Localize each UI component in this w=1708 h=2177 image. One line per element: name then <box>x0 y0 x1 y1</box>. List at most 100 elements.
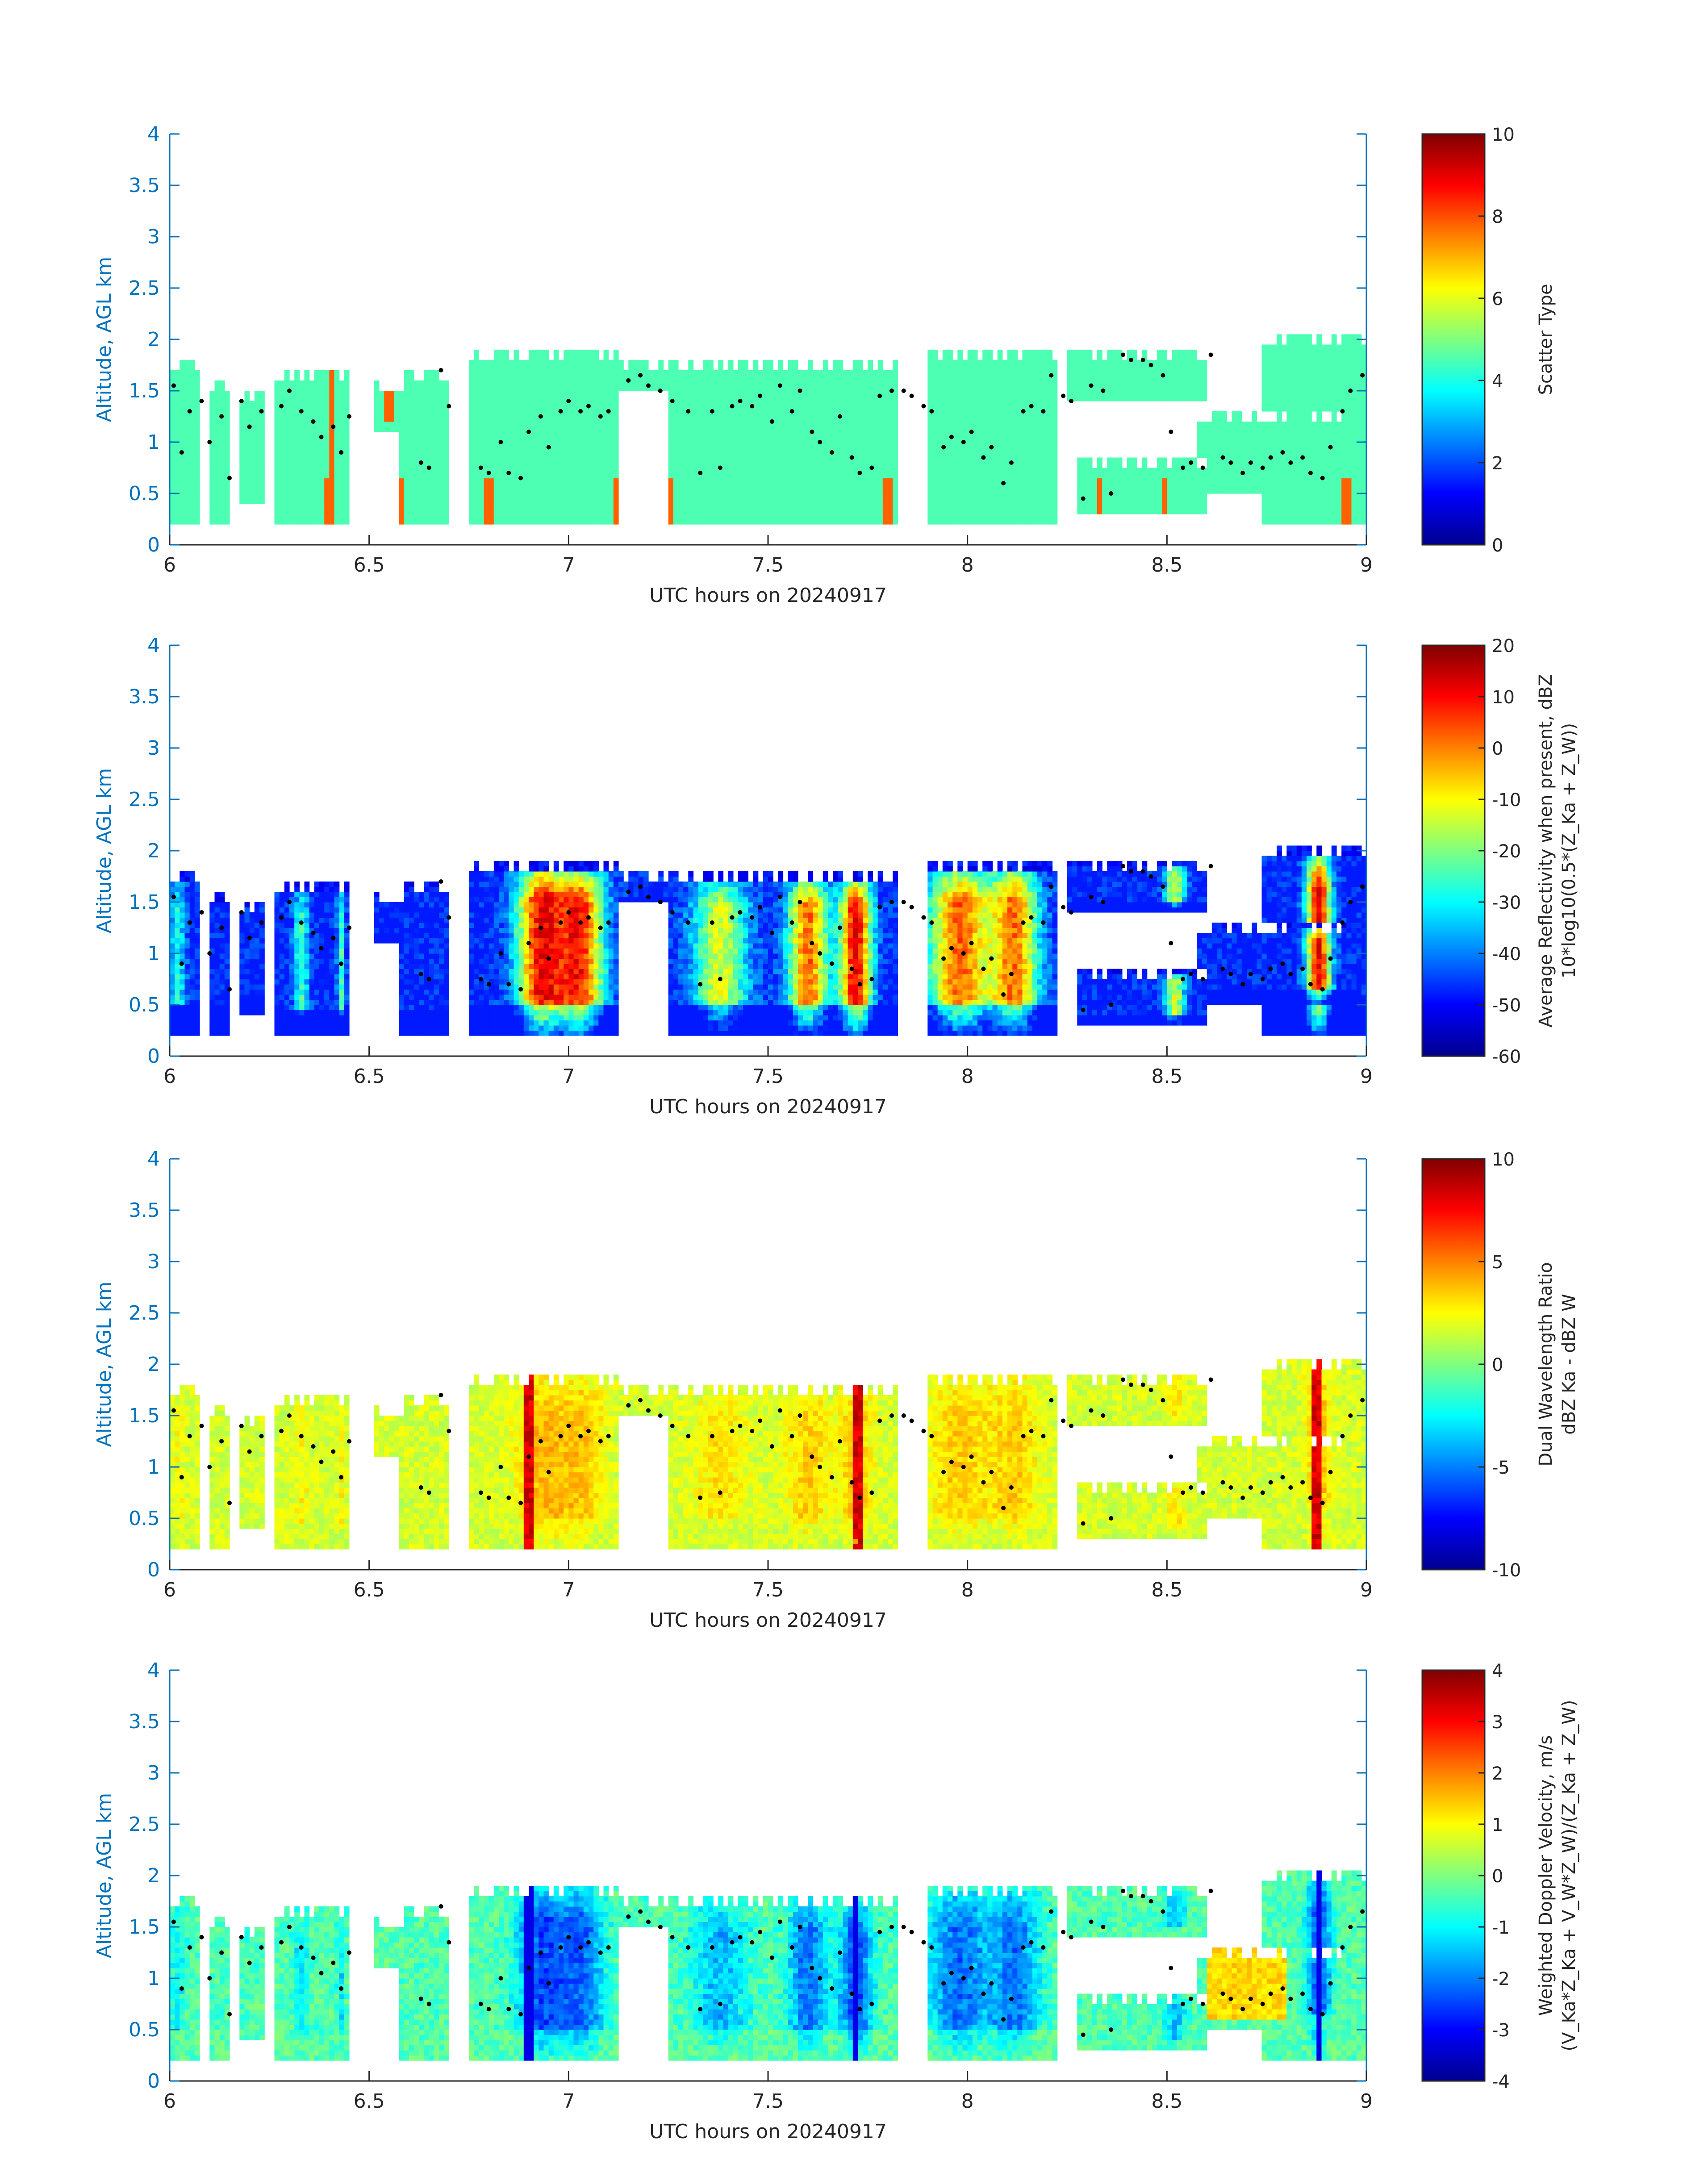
heatmap-cell <box>539 483 544 489</box>
heatmap-cell <box>1037 509 1043 514</box>
heatmap-cell <box>1002 442 1008 448</box>
heatmap-cell <box>1052 370 1058 376</box>
heatmap-cell <box>972 432 978 438</box>
heatmap-cell <box>1032 432 1038 438</box>
heatmap-cell <box>877 401 883 407</box>
heatmap-cell <box>1112 509 1118 514</box>
heatmap-cell <box>992 380 998 386</box>
heatmap-cell <box>1012 457 1018 463</box>
heatmap-cell <box>603 401 609 407</box>
heatmap-cell <box>808 365 814 371</box>
heatmap-cell <box>603 442 609 448</box>
heatmap-cell <box>324 401 330 407</box>
heatmap-cell <box>553 498 559 504</box>
heatmap-cell <box>434 447 439 453</box>
heatmap-cell <box>893 422 898 427</box>
heatmap-cell <box>434 468 439 473</box>
heatmap-cell <box>882 411 888 417</box>
heatmap-cell <box>992 452 998 458</box>
heatmap-cell <box>937 401 943 407</box>
heatmap-cell <box>613 396 619 401</box>
heatmap-cell <box>184 514 190 520</box>
heatmap-cell <box>514 519 519 525</box>
heatmap-cell <box>703 406 709 412</box>
heatmap-cell <box>743 406 748 412</box>
heatmap-cell <box>424 514 430 520</box>
heatmap-cell <box>444 437 449 443</box>
heatmap-cell <box>344 401 350 407</box>
heatmap-cell <box>927 442 933 448</box>
heatmap-cell <box>175 391 180 397</box>
heatmap-cell <box>693 478 699 484</box>
heatmap-cell <box>613 447 619 453</box>
heatmap-cell <box>493 416 499 422</box>
heatmap-cell <box>573 493 579 499</box>
heatmap-cell <box>1032 370 1038 376</box>
heatmap-cell <box>738 509 743 514</box>
heatmap-cell <box>848 473 853 479</box>
heatmap-cell <box>962 411 968 417</box>
heatmap-cell <box>424 422 430 427</box>
heatmap-cell <box>1182 396 1187 401</box>
heatmap-cell <box>175 498 180 504</box>
heatmap-cell <box>882 493 888 499</box>
heatmap-cell <box>1002 514 1008 520</box>
heatmap-cell <box>693 385 699 391</box>
heatmap-cell <box>838 426 844 432</box>
heatmap-cell <box>793 370 798 376</box>
heatmap-cell <box>972 375 978 381</box>
heatmap-cell <box>1097 478 1102 484</box>
heatmap-cell <box>289 504 295 510</box>
heatmap-cell <box>748 426 754 432</box>
heatmap-cell <box>977 406 983 412</box>
heatmap-cell <box>593 504 599 510</box>
heatmap-cell <box>170 437 175 443</box>
heatmap-cell <box>733 385 739 391</box>
heatmap-cell <box>444 385 449 391</box>
heatmap-cell <box>977 498 983 504</box>
heatmap-cell <box>1067 375 1073 381</box>
heatmap-cell <box>504 493 509 499</box>
heatmap-cell <box>833 457 838 463</box>
heatmap-cell <box>568 504 574 510</box>
heatmap-cell <box>529 473 534 479</box>
heatmap-cell <box>404 488 409 494</box>
heatmap-cell <box>848 401 853 407</box>
heatmap-cell <box>469 457 474 463</box>
heatmap-cell <box>1167 370 1173 376</box>
heatmap-cell <box>324 396 330 401</box>
heatmap-cell <box>1077 509 1083 514</box>
heatmap-cell <box>1082 483 1088 489</box>
heatmap-cell <box>613 360 619 366</box>
heatmap-cell <box>708 488 714 494</box>
heatmap-cell <box>529 483 534 489</box>
heatmap-cell <box>818 437 823 443</box>
heatmap-cell <box>882 406 888 412</box>
heatmap-cell <box>219 406 225 412</box>
heatmap-cell <box>374 391 380 397</box>
heatmap-cell <box>1122 468 1128 473</box>
heatmap-cell <box>219 488 225 494</box>
heatmap-cell <box>209 488 215 494</box>
heatmap-cell <box>514 360 519 366</box>
heatmap-cell <box>952 396 958 401</box>
heatmap-cell <box>828 396 833 401</box>
heatmap-cell <box>823 509 828 514</box>
heatmap-cell <box>244 422 250 427</box>
heatmap-cell <box>324 478 330 484</box>
heatmap-cell <box>698 509 704 514</box>
heatmap-cell <box>1002 468 1008 473</box>
heatmap-cell <box>783 463 789 468</box>
heatmap-cell <box>559 488 564 494</box>
heatmap-cell <box>419 498 425 504</box>
heatmap-cell <box>972 422 978 427</box>
heatmap-cell <box>848 498 853 504</box>
heatmap-cell <box>304 504 310 510</box>
heatmap-cell <box>683 370 689 376</box>
heatmap-cell <box>1117 468 1123 473</box>
heatmap-cell <box>982 375 988 381</box>
heatmap-cell <box>289 488 295 494</box>
heatmap-cell <box>937 406 943 412</box>
heatmap-cell <box>957 488 963 494</box>
heatmap-cell <box>573 401 579 407</box>
